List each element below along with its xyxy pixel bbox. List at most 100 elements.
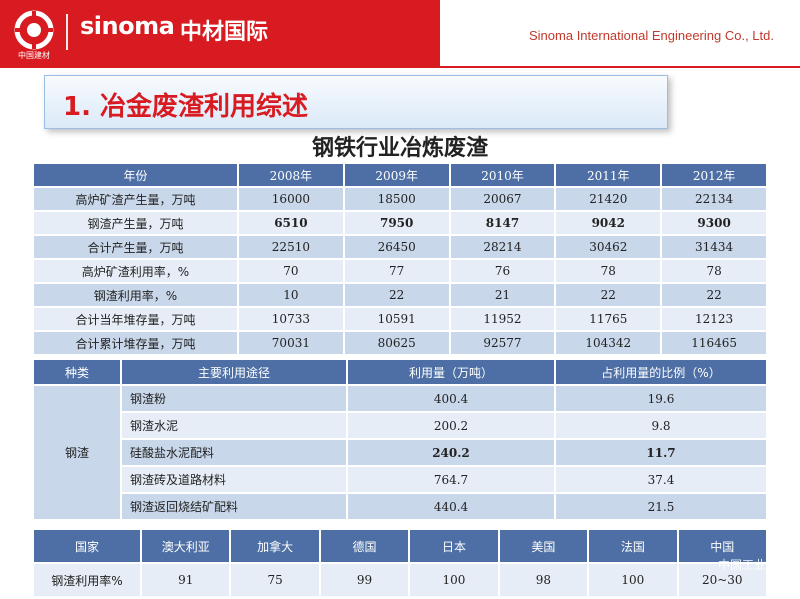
slag-production-table: 年份 2008年 2009年 2010年 2011年 2012年 高炉矿渣产生量… [32, 162, 768, 356]
table-cell: 20067 [448, 186, 557, 212]
header-cell: 中国 [676, 528, 769, 564]
row-label: 合计累计堆存量，万吨 [32, 330, 239, 356]
table-cell: 20~30 [676, 562, 769, 598]
row-label: 合计当年堆存量，万吨 [32, 306, 239, 332]
table-cell: 100 [408, 562, 500, 598]
row-label: 钢渣产生量，万吨 [32, 210, 239, 236]
table-row: 高炉矿渣利用率，% 70 77 76 78 78 [32, 258, 768, 284]
use-cell: 硅酸盐水泥配料 [120, 438, 348, 467]
table-cell: 11765 [554, 306, 663, 332]
table-row: 合计当年堆存量，万吨 10733 10591 11952 11765 12123 [32, 306, 768, 332]
table-cell: 99 [318, 562, 411, 598]
header-cell: 法国 [587, 528, 679, 564]
header-cell: 德国 [318, 528, 411, 564]
table-row: 硅酸盐水泥配料 240.2 11.7 [33, 438, 768, 467]
amount-cell: 440.4 [346, 492, 556, 521]
table-row: 高炉矿渣产生量，万吨 16000 18500 20067 21420 22134 [32, 186, 768, 212]
table-cell: 80625 [342, 330, 451, 356]
header-cell: 2011年 [554, 162, 663, 188]
amount-cell: 200.2 [346, 411, 556, 440]
ratio-cell: 21.5 [554, 492, 768, 521]
use-cell: 钢渣返回烧结矿配料 [120, 492, 348, 521]
header-brand-band [0, 0, 440, 68]
header-cell: 2012年 [660, 162, 768, 188]
table-header-row: 年份 2008年 2009年 2010年 2011年 2012年 [32, 162, 768, 188]
table-row: 钢渣利用率% 91 75 99 100 98 100 20~30 [32, 562, 769, 598]
table-row: 钢渣砖及道路材料 764.7 37.4 [33, 465, 768, 494]
ratio-cell: 19.6 [554, 384, 768, 413]
table-row: 钢渣返回烧结矿配料 440.4 21.5 [33, 492, 768, 521]
header-cell: 2008年 [237, 162, 345, 188]
row-label: 合计产生量，万吨 [32, 234, 239, 260]
country-utilization-table: 国家 澳大利亚 加拿大 德国 日本 美国 法国 中国 钢渣利用率% 91 75 … [32, 528, 769, 598]
table-cell: 11952 [448, 306, 557, 332]
header-cell: 澳大利亚 [139, 528, 232, 564]
section-title: 1. 冶金废渣利用综述 [63, 92, 309, 122]
table-cell: 31434 [660, 234, 768, 260]
table-cell: 8147 [448, 210, 557, 236]
table-cell: 77 [342, 258, 451, 284]
table-cell: 30462 [554, 234, 663, 260]
table-header-row: 种类 主要利用途径 利用量（万吨） 占利用量的比例（%） [32, 358, 768, 386]
table-cell: 6510 [237, 210, 345, 236]
row-label: 高炉矿渣利用率，% [32, 258, 239, 284]
row-label: 高炉矿渣产生量，万吨 [32, 186, 239, 212]
header-cell: 2010年 [448, 162, 557, 188]
amount-cell: 400.4 [346, 384, 556, 413]
logo-caption: 中国建材 [18, 51, 50, 60]
use-cell: 钢渣砖及道路材料 [120, 465, 348, 494]
table-cell: 22 [342, 282, 451, 308]
header-cell: 年份 [32, 162, 239, 188]
table-cell: 10 [237, 282, 345, 308]
brand-name-cn: 中材国际 [180, 20, 269, 45]
header-cell: 种类 [32, 358, 122, 386]
header-bar: 中国建材 sinoma 中材国际 Sinoma International En… [0, 0, 800, 68]
use-cell: 钢渣水泥 [120, 411, 348, 440]
table-cell: 70 [237, 258, 345, 284]
use-cell: 钢渣粉 [120, 384, 348, 413]
table-cell: 21 [448, 282, 557, 308]
company-name: Sinoma International Engineering Co., Lt… [529, 28, 774, 43]
header-cell: 日本 [408, 528, 500, 564]
table-cell: 92577 [448, 330, 557, 356]
header-rule [0, 66, 800, 68]
amount-cell: 764.7 [346, 465, 556, 494]
header-cell: 美国 [497, 528, 590, 564]
slide-subtitle: 钢铁行业冶炼废渣 [311, 135, 488, 161]
table-cell: 76 [448, 258, 557, 284]
table-cell: 75 [229, 562, 321, 598]
ratio-cell: 37.4 [554, 465, 768, 494]
table-cell: 78 [660, 258, 768, 284]
table-cell: 9300 [660, 210, 768, 236]
table-row: 钢渣产生量，万吨 6510 7950 8147 9042 9300 [32, 210, 768, 236]
table-row: 合计累计堆存量，万吨 70031 80625 92577 104342 1164… [32, 330, 768, 356]
table-cell: 22510 [237, 234, 345, 260]
table-cell: 22134 [660, 186, 768, 212]
table-row: 合计产生量，万吨 22510 26450 28214 30462 31434 [32, 234, 768, 260]
table-cell: 100 [587, 562, 679, 598]
table-cell: 16000 [237, 186, 345, 212]
table-row: 钢渣 钢渣粉 400.4 19.6 [32, 384, 768, 521]
table-row: 钢渣水泥 200.2 9.8 [33, 411, 768, 440]
table-cell: 22 [660, 282, 768, 308]
table-cell: 10733 [237, 306, 345, 332]
logo-divider [66, 14, 68, 50]
table-cell: 22 [554, 282, 663, 308]
row-label: 钢渣利用率，% [32, 282, 239, 308]
header-cell: 利用量（万吨） [346, 358, 556, 386]
table-cell: 21420 [554, 186, 663, 212]
brand-name-en: sinoma [80, 12, 175, 40]
table-cell: 28214 [448, 234, 557, 260]
table-cell: 70031 [237, 330, 345, 356]
amount-cell: 240.2 [346, 438, 556, 467]
ratio-cell: 9.8 [554, 411, 768, 440]
header-cell: 2009年 [342, 162, 451, 188]
watermark-text: 中国工业固 [717, 558, 778, 572]
table-cell: 116465 [660, 330, 768, 356]
table-cell: 104342 [554, 330, 663, 356]
table-cell: 18500 [342, 186, 451, 212]
table-header-row: 国家 澳大利亚 加拿大 德国 日本 美国 法国 中国 [32, 528, 769, 564]
table-cell: 12123 [660, 306, 768, 332]
header-cell: 主要利用途径 [120, 358, 348, 386]
table-cell: 78 [554, 258, 663, 284]
